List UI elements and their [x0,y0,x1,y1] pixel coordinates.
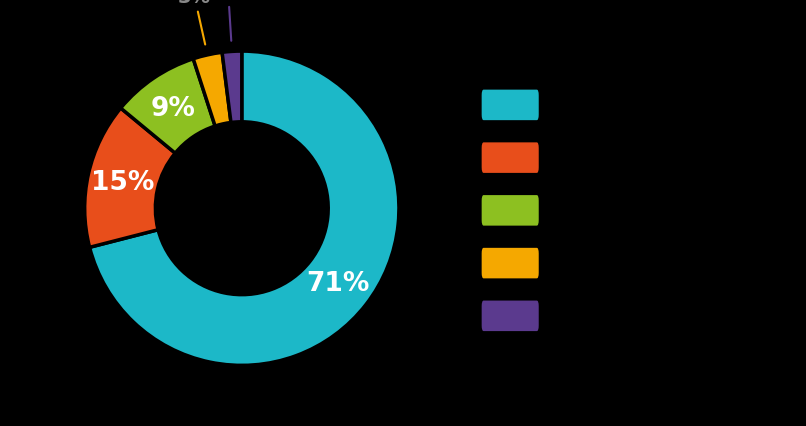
Wedge shape [193,53,231,127]
Wedge shape [222,52,242,123]
FancyBboxPatch shape [482,248,538,279]
Wedge shape [85,109,175,248]
FancyBboxPatch shape [482,196,538,226]
Wedge shape [89,52,399,366]
FancyBboxPatch shape [482,143,538,173]
FancyBboxPatch shape [482,90,538,121]
Text: 9%: 9% [151,95,196,121]
Text: 2%: 2% [212,0,245,42]
Text: 71%: 71% [306,270,370,296]
Text: 3%: 3% [178,0,211,46]
Text: 15%: 15% [91,169,155,195]
Wedge shape [121,60,215,154]
FancyBboxPatch shape [482,301,538,331]
